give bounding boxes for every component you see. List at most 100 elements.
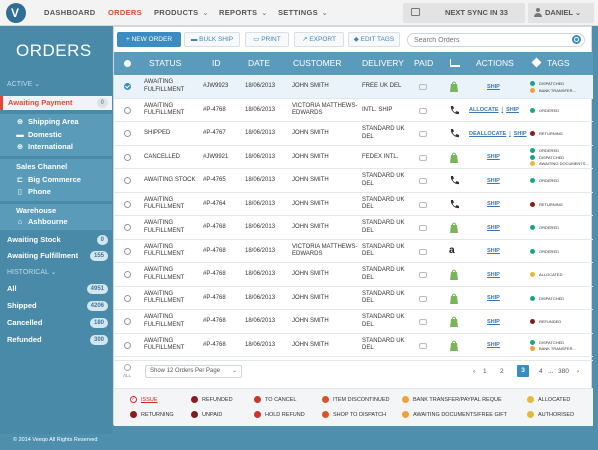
new-order-button[interactable]: + NEW ORDER	[117, 32, 181, 47]
action-ship-link[interactable]: SHIP	[487, 224, 500, 231]
action-ship-link[interactable]: SHIP	[487, 177, 500, 184]
tag-item[interactable]: ORDERED	[530, 178, 559, 185]
tag-item[interactable]: RETURNING	[530, 201, 563, 208]
col-id[interactable]: ID	[212, 58, 221, 68]
action-ship-link[interactable]: SHIP	[487, 342, 500, 349]
legend-item[interactable]: ALLOCATED	[527, 396, 570, 403]
row-select-radio[interactable]	[124, 224, 131, 231]
legend-item[interactable]: HOLD REFUND	[254, 411, 305, 418]
row-select-radio[interactable]	[124, 318, 131, 325]
nav-settings[interactable]: SETTINGS ⌄	[278, 0, 328, 26]
sidebar-item-shipped[interactable]: Shipped 4206	[0, 299, 112, 313]
action-ship-link[interactable]: SHIP	[487, 271, 500, 278]
search-input[interactable]	[407, 33, 585, 47]
nav-products[interactable]: PRODUCTS ⌄	[154, 0, 209, 26]
row-select-radio[interactable]	[124, 200, 131, 208]
action-deallocate-link[interactable]: DEALLOCATE	[469, 130, 507, 137]
cell-id[interactable]: #P-4768	[203, 224, 226, 230]
select-all-radio[interactable]	[124, 60, 131, 67]
page-3-current[interactable]: 3	[517, 365, 529, 377]
sidebar-item-cancelled[interactable]: Cancelled 180	[0, 316, 112, 330]
row-select-radio[interactable]	[124, 271, 131, 278]
legend-item[interactable]: BANK TRANSFER/PAYPAL REQUE	[402, 396, 502, 403]
sidebar-item-awaiting-fulfillment[interactable]: Awaiting Fulfillment 155	[0, 249, 112, 263]
sidebar-item-ashbourne[interactable]: ⌂ Ashbourne	[17, 217, 68, 226]
table-row[interactable]: AWAITING FULFILLMENT #P-4768 18/06/2013 VIC…	[114, 240, 593, 263]
legend-item[interactable]: ✓ ISSUE	[130, 396, 158, 403]
legend-item[interactable]: SHOP TO DISPATCH	[322, 411, 386, 418]
row-select-radio[interactable]	[124, 130, 131, 137]
table-row[interactable]: AWAITING FULFILLMENT #P-4768 18/06/2013 VIC…	[114, 99, 593, 122]
table-row[interactable]: SHIPPED #P-4767 18/06/2013 JOHN SMITH STANDA…	[114, 122, 593, 146]
page-1[interactable]: 1	[483, 368, 487, 375]
tag-item[interactable]: ORDERED	[530, 225, 559, 232]
print-button[interactable]: ▭ PRINT	[245, 32, 289, 47]
row-select-radio[interactable]	[124, 294, 131, 302]
cell-id[interactable]: #P-4767	[203, 130, 226, 136]
legend-item[interactable]: RETURNING	[130, 411, 174, 418]
tag-item[interactable]: BANK TRANSFER...	[530, 87, 576, 94]
export-button[interactable]: ↗ EXPORT	[294, 32, 344, 47]
cell-id[interactable]: #P-4768	[203, 294, 226, 301]
tag-item[interactable]: DISPATCHED	[530, 80, 576, 87]
col-delivery[interactable]: DELIVERY	[362, 58, 404, 68]
nav-orders[interactable]: ORDERS	[108, 0, 142, 26]
sync-status[interactable]: NEXT SYNC IN 33 MINS	[403, 3, 525, 37]
legend-item[interactable]: UNPAID	[191, 411, 222, 418]
table-row[interactable]: AWAITING FULFILLMENT #P-4768 18/06/2013 JOH…	[114, 287, 593, 310]
page-next-button[interactable]: ›	[577, 368, 580, 375]
per-page-select[interactable]: Show 12 Orders Per Page ⌄	[145, 365, 242, 378]
nav-reports[interactable]: REPORTS ⌄	[219, 0, 268, 26]
sidebar-item-phone[interactable]: ▯ Phone	[17, 187, 51, 196]
sidebar-item-international[interactable]: ⊕ International	[16, 142, 74, 151]
table-row[interactable]: AWAITING FULFILLMENT #P-4768 18/06/2013 JOH…	[114, 216, 593, 240]
tag-item[interactable]: DISPATCHED	[530, 154, 589, 161]
tag-item[interactable]: BANK TRANSFER...	[530, 345, 576, 352]
tag-item[interactable]: REFUNDED	[530, 319, 561, 326]
row-select-radio[interactable]	[124, 177, 131, 184]
legend-item[interactable]: AWAITING DOCUMENTS/FREE GIFT	[402, 411, 507, 418]
action-ship-link[interactable]: SHIP	[487, 154, 500, 161]
legend-item[interactable]: REFUNDED	[191, 396, 233, 403]
legend-item[interactable]: ITEM DISCONTINUED	[322, 396, 390, 403]
sidebar-item-all[interactable]: All 4951	[0, 282, 112, 296]
user-menu[interactable]: DANIEL ⌄	[528, 3, 594, 23]
page-4[interactable]: 4	[539, 368, 543, 375]
cell-id[interactable]: #JW9923	[203, 83, 229, 89]
tag-item[interactable]: RETURNING	[530, 131, 563, 138]
veeqo-logo[interactable]: V	[6, 3, 26, 23]
row-select-radio[interactable]	[124, 83, 131, 90]
action-ship-link[interactable]: SHIP	[487, 248, 500, 255]
col-date[interactable]: DATE	[248, 58, 271, 68]
sidebar-section-historical[interactable]: HISTORICAL ⌄	[7, 269, 57, 276]
sidebar-item-domestic[interactable]: ▬ Domestic	[16, 130, 62, 139]
table-row[interactable]: AWAITING FULFILLMENT #P-4768 18/06/2013 JOH…	[114, 263, 593, 287]
page-prev-button[interactable]: ‹	[473, 368, 476, 375]
table-row[interactable]: AWAITING FULFILLMENT #P-4768 18/06/2013 JOH…	[114, 310, 593, 334]
action-ship-link[interactable]: SHIP	[487, 83, 500, 90]
table-row[interactable]: CANCELLED #JW9921 18/06/2013 JOHN SMITH FEDE…	[114, 146, 593, 169]
cell-id[interactable]: #P-4768	[203, 318, 226, 324]
cell-id[interactable]: #P-4768	[203, 106, 226, 113]
cell-id[interactable]: #P-4768	[203, 341, 226, 348]
select-all-radio[interactable]	[124, 364, 131, 371]
tag-item[interactable]: DISPATCHED	[530, 339, 576, 346]
sidebar-item-big-commerce[interactable]: ⊏ Big Commerce	[16, 175, 81, 184]
tag-item[interactable]: ORDERED	[530, 148, 589, 155]
legend-item[interactable]: TO CANCEL	[254, 396, 296, 403]
action-ship-link[interactable]: SHIP	[487, 318, 500, 325]
sidebar-item-awaiting-stock[interactable]: Awaiting Stock 0	[0, 233, 112, 247]
tag-item[interactable]: AWAITING DOCUMENTS...	[530, 161, 589, 168]
cell-id[interactable]: #P-4768	[203, 271, 226, 277]
cell-id[interactable]: #JW9921	[203, 153, 229, 160]
table-row[interactable]: AWAITING FULFILLMENT #P-4764 18/06/2013 JOH…	[114, 193, 593, 216]
action-ship-link[interactable]: SHIP	[487, 295, 500, 302]
row-select-radio[interactable]	[124, 106, 131, 114]
sidebar-item-awaiting-payment[interactable]: Awaiting Payment 0	[0, 96, 112, 110]
bulk-ship-button[interactable]: ▬ BULK SHIP	[184, 32, 240, 47]
col-customer[interactable]: CUSTOMER	[293, 58, 342, 68]
page-380[interactable]: 380	[558, 368, 569, 375]
col-status[interactable]: STATUS	[149, 58, 182, 68]
sidebar-item-refunded[interactable]: Refunded 300	[0, 333, 112, 347]
col-paid[interactable]: PAID	[414, 58, 434, 68]
